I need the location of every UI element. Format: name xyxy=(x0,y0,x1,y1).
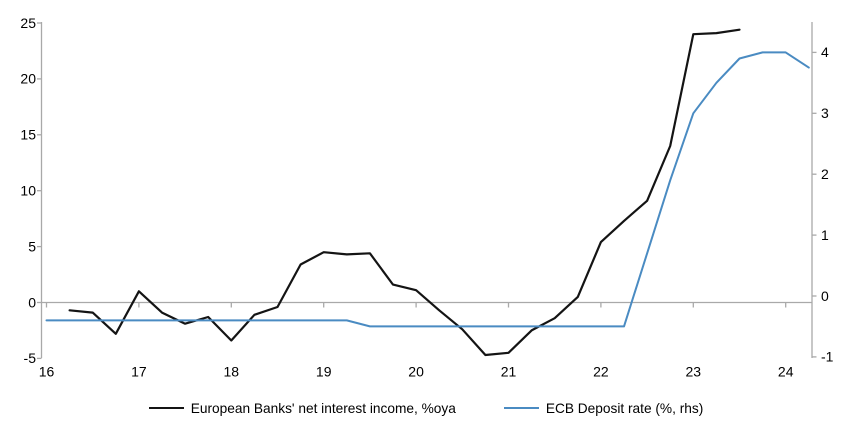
right-axis-tick-label: 0 xyxy=(821,288,829,304)
right-axis-tick-label: 4 xyxy=(821,44,829,60)
legend-label-ecb-deposit-rate: ECB Deposit rate (%, rhs) xyxy=(545,400,704,416)
legend: European Banks' net interest income, %oy… xyxy=(0,397,852,419)
right-axis-tick-label: 3 xyxy=(821,105,829,121)
left-axis-tick-label: 15 xyxy=(20,127,36,143)
x-axis-tick-label: 17 xyxy=(131,364,147,380)
x-axis-tick-label: 20 xyxy=(408,364,424,380)
right-axis-tick-label: 1 xyxy=(821,227,829,243)
x-axis-tick-label: 16 xyxy=(39,364,55,380)
legend-label-net-interest-income: European Banks' net interest income, %oy… xyxy=(190,400,456,416)
left-axis-tick-label: 0 xyxy=(28,294,36,310)
left-axis-tick-label: 5 xyxy=(28,238,36,254)
left-axis-tick-label: 25 xyxy=(20,15,36,31)
x-axis-tick-label: 19 xyxy=(316,364,332,380)
legend-item-ecb-deposit-rate: ECB Deposit rate (%, rhs) xyxy=(503,400,704,416)
x-axis-tick-label: 21 xyxy=(501,364,517,380)
left-axis-tick-label: 20 xyxy=(20,71,36,87)
x-axis-tick-label: 24 xyxy=(778,364,794,380)
ecb-deposit-rate-line xyxy=(45,51,810,328)
left-axis-tick-label: 10 xyxy=(20,183,36,199)
x-axis-tick-label: 23 xyxy=(686,364,702,380)
right-axis-tick-label: 2 xyxy=(821,166,829,182)
legend-item-net-interest-income: European Banks' net interest income, %oy… xyxy=(148,400,456,416)
right-axis-tick-label: -1 xyxy=(821,349,834,365)
x-axis-tick-label: 22 xyxy=(593,364,609,380)
net-interest-income-line xyxy=(68,28,741,357)
blue-line-sample-icon xyxy=(503,406,539,410)
left-axis-tick-label: -5 xyxy=(24,350,37,366)
x-axis-tick-label: 18 xyxy=(224,364,240,380)
black-line-sample-icon xyxy=(148,406,184,410)
